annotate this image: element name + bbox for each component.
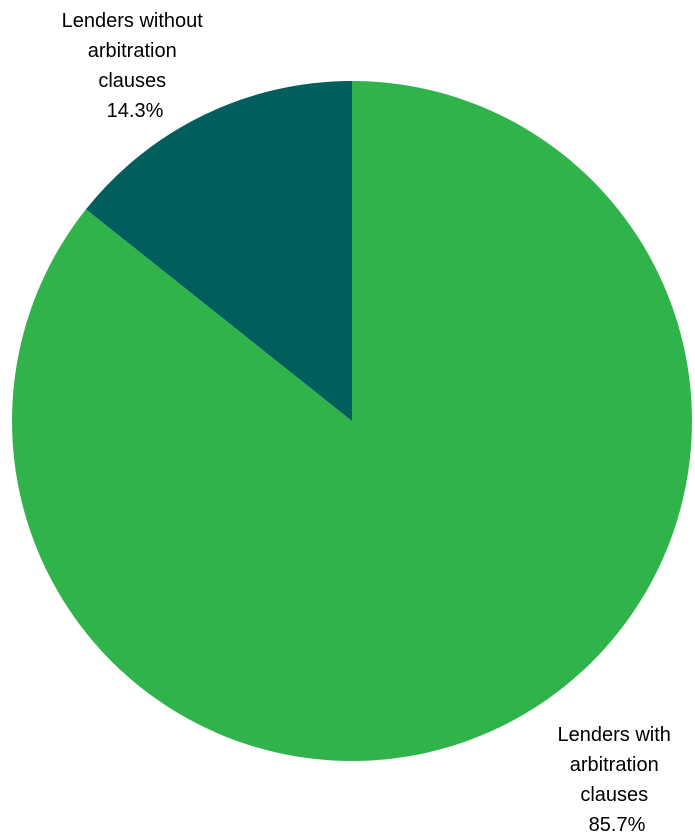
slice-label-with-arbitration: Lenders with arbitration clauses 85.7% xyxy=(558,724,677,836)
slice-label-line: clauses xyxy=(98,70,166,92)
slice-label-line: Lenders without xyxy=(62,10,204,32)
slice-label-without-arbitration: Lenders without arbitration clauses 14.3… xyxy=(62,10,209,122)
slice-label-line: arbitration xyxy=(570,754,659,776)
slice-value-label: 14.3% xyxy=(107,100,164,122)
pie-slices xyxy=(12,81,693,761)
slice-label-line: clauses xyxy=(580,784,648,806)
slice-label-line: Lenders with xyxy=(558,724,671,746)
slice-value-label: 85.7% xyxy=(589,814,646,836)
slice-label-line: arbitration xyxy=(88,40,177,62)
pie-slice-with-arbitration xyxy=(12,81,693,761)
pie-slice-without-arbitration xyxy=(85,81,352,421)
